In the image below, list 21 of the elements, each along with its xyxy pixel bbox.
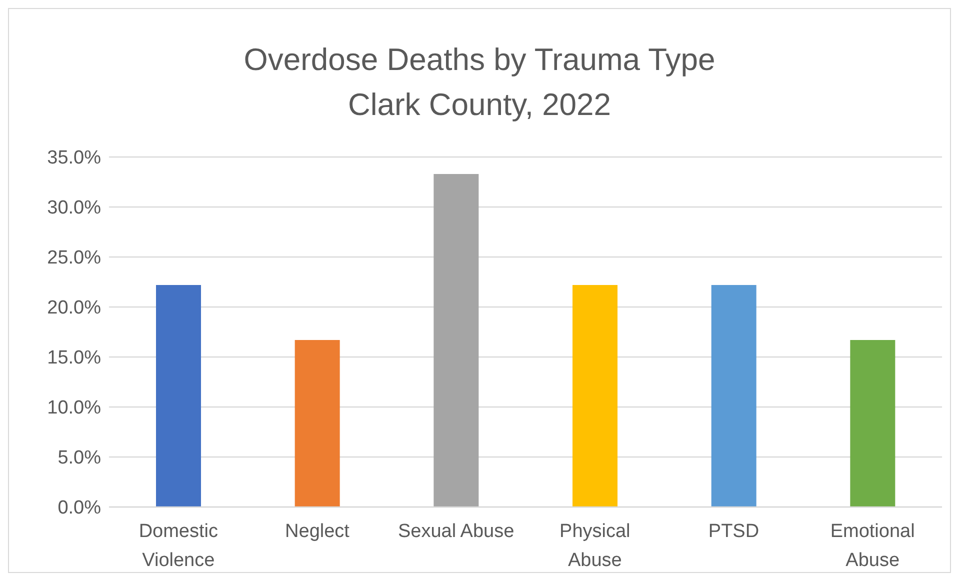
x-tick-label: Physical Abuse <box>560 521 630 571</box>
bar <box>850 340 896 507</box>
y-tick-label: 5.0% <box>58 448 102 469</box>
chart-title: Overdose Deaths by Trauma Type Clark County, 2022 <box>242 41 716 124</box>
y-tick-label: 35.0% <box>47 148 102 169</box>
x-tick-label: Neglect <box>285 521 350 542</box>
x-tick-label: PTSD <box>708 521 760 542</box>
x-tick-label: Emotional Abuse <box>830 521 915 571</box>
y-tick-label: 25.0% <box>47 248 102 269</box>
x-tick-label: Sexual Abuse <box>398 521 514 542</box>
bar <box>572 285 618 507</box>
y-tick-label: 15.0% <box>47 348 102 369</box>
bar <box>434 174 479 507</box>
bar <box>294 340 340 507</box>
y-tick-label: 10.0% <box>47 398 102 419</box>
y-tick-label: 0.0% <box>58 498 102 519</box>
x-tick-label: Domestic Violence <box>138 521 218 571</box>
y-tick-label: 30.0% <box>47 198 102 219</box>
bar <box>711 285 756 507</box>
bar <box>156 285 201 507</box>
y-tick-label: 20.0% <box>47 298 102 319</box>
